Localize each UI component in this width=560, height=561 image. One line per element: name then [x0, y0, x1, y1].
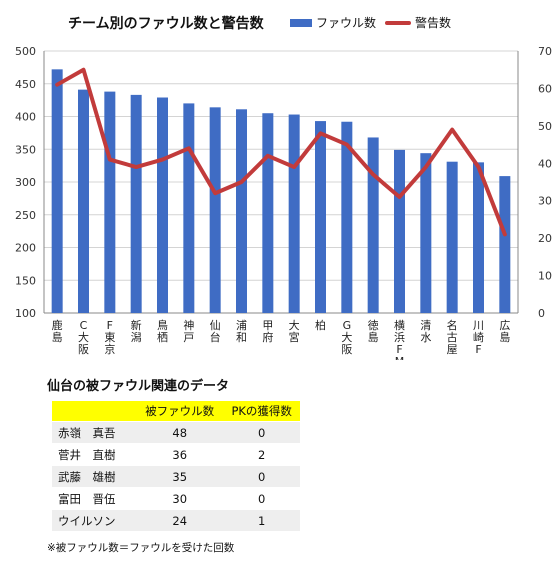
- legend-fouls: ファウル数: [290, 14, 376, 31]
- chart-svg: 100 150 200 250 300 350 400 450 500 0 10 20 30 40 50 60…: [15, 45, 552, 368]
- pk-won-value: 0: [223, 465, 300, 488]
- player-name: 菅井 直樹: [52, 443, 136, 466]
- y2-tick-label: 70: [538, 45, 552, 58]
- y-tick-label: 450: [15, 78, 36, 91]
- bar: [209, 107, 221, 313]
- player-name: 武藤 雄樹: [52, 465, 136, 488]
- pk-won-value: 1: [223, 509, 300, 531]
- y-tick-label: 250: [15, 209, 36, 222]
- x-tick-label: 新潟: [131, 318, 142, 344]
- player-name: 赤嶺 真吾: [52, 421, 136, 444]
- legend-fouls-label: ファウル数: [316, 16, 377, 30]
- y-tick-label: 100: [15, 307, 36, 320]
- x-tick-label: 鹿島: [52, 318, 63, 344]
- table-row: ウイルソン 24 1: [52, 509, 300, 531]
- bar: [157, 97, 168, 313]
- x-tick-label: G 大阪: [341, 319, 352, 356]
- x-tick-label: 横浜FM: [394, 318, 405, 360]
- bar: [262, 113, 274, 313]
- x-tick-label: 柏: [315, 318, 326, 332]
- legend-bar-swatch: [290, 18, 312, 27]
- bar: [315, 121, 326, 314]
- x-tick-label: 浦和: [236, 319, 247, 344]
- y2-tick-label: 10: [538, 270, 552, 283]
- fouls-received-value: 35: [136, 465, 224, 488]
- x-tick-label: 仙台: [210, 319, 221, 344]
- table-row: 富田 晋伍 30 0: [52, 487, 300, 510]
- bar: [130, 94, 142, 313]
- pk-won-value: 0: [223, 421, 300, 444]
- bar: [51, 69, 63, 313]
- fouls-received-value: 30: [136, 487, 224, 510]
- legend-warnings: 警告数: [385, 14, 451, 31]
- x-tick-label: F 東京: [104, 319, 115, 356]
- bar: [104, 91, 116, 313]
- bar: [183, 103, 195, 314]
- bar: [236, 109, 247, 313]
- y-tick-label: 200: [15, 242, 36, 255]
- y2-tick-label: 0: [538, 307, 545, 320]
- chart-title: チーム別のファウル数と警告数: [68, 16, 264, 32]
- x-tick-label: C 大阪: [78, 319, 89, 356]
- y-tick-label: 500: [15, 45, 36, 58]
- table-title: 仙台の被ファウル関連のデータ: [47, 379, 230, 394]
- pk-won-value: 0: [223, 487, 300, 510]
- x-tick-label: 川崎 F: [473, 319, 484, 356]
- x-tick-label: 広島: [499, 319, 510, 344]
- x-tick-label: 清水: [420, 319, 431, 344]
- pk-won-value: 2: [223, 443, 300, 466]
- y-tick-label: 350: [15, 143, 36, 156]
- table-header-pk-won: PKの獲得数: [223, 400, 300, 422]
- table-row: 武藤 雄樹 35 0: [52, 465, 300, 488]
- x-tick-label: 甲府: [262, 319, 273, 344]
- y2-tick-label: 30: [538, 195, 552, 208]
- chart-area: チーム別のファウル数と警告数 ファウル数 警告数 100 150 200 250 300…: [15, 14, 552, 368]
- legend-line-swatch: [385, 20, 411, 25]
- bar: [367, 137, 379, 313]
- table-row: 菅井 直樹 36 2: [52, 443, 300, 466]
- y-tick-label: 400: [15, 111, 36, 124]
- y-tick-label: 300: [15, 176, 36, 189]
- table-header-row: 被ファウル数 PKの獲得数: [52, 400, 300, 422]
- x-tick-label: 名古屋: [447, 318, 458, 356]
- bar: [499, 176, 511, 313]
- bar: [446, 161, 458, 313]
- warnings-line: [55, 67, 507, 237]
- bar: [473, 162, 484, 313]
- data-table: 被ファウル数 PKの獲得数 赤嶺 真吾 48 0 菅井 直樹 36 2 武藤 雄…: [52, 400, 300, 531]
- bar: [420, 153, 432, 313]
- player-name: ウイルソン: [52, 509, 136, 531]
- fouls-received-value: 24: [136, 509, 224, 531]
- fouls-received-value: 48: [136, 421, 224, 444]
- y2-tick-label: 20: [538, 232, 552, 245]
- fouls-received-value: 36: [136, 443, 224, 466]
- table-row: 赤嶺 真吾 48 0: [52, 421, 300, 444]
- y2-tick-label: 60: [538, 82, 552, 95]
- table-header-fouls-received: 被ファウル数: [136, 400, 224, 422]
- y2-tick-label: 50: [538, 120, 552, 133]
- x-tick-label: 神戸: [183, 318, 194, 344]
- x-tick-label: 鳥栖: [157, 318, 168, 344]
- footnote: ※被ファウル数＝ファウルを受けた回数: [47, 542, 235, 554]
- x-tick-label: 徳島: [368, 319, 379, 344]
- player-name: 富田 晋伍: [52, 487, 136, 510]
- bar: [288, 114, 300, 313]
- y-tick-label: 150: [15, 274, 36, 287]
- bar: [394, 149, 405, 313]
- bar: [78, 89, 89, 314]
- bar: [341, 121, 353, 314]
- x-tick-label: 大宮: [289, 318, 300, 344]
- table-header-name: [52, 400, 136, 422]
- y2-tick-label: 40: [538, 157, 552, 170]
- legend-warnings-label: 警告数: [415, 16, 452, 30]
